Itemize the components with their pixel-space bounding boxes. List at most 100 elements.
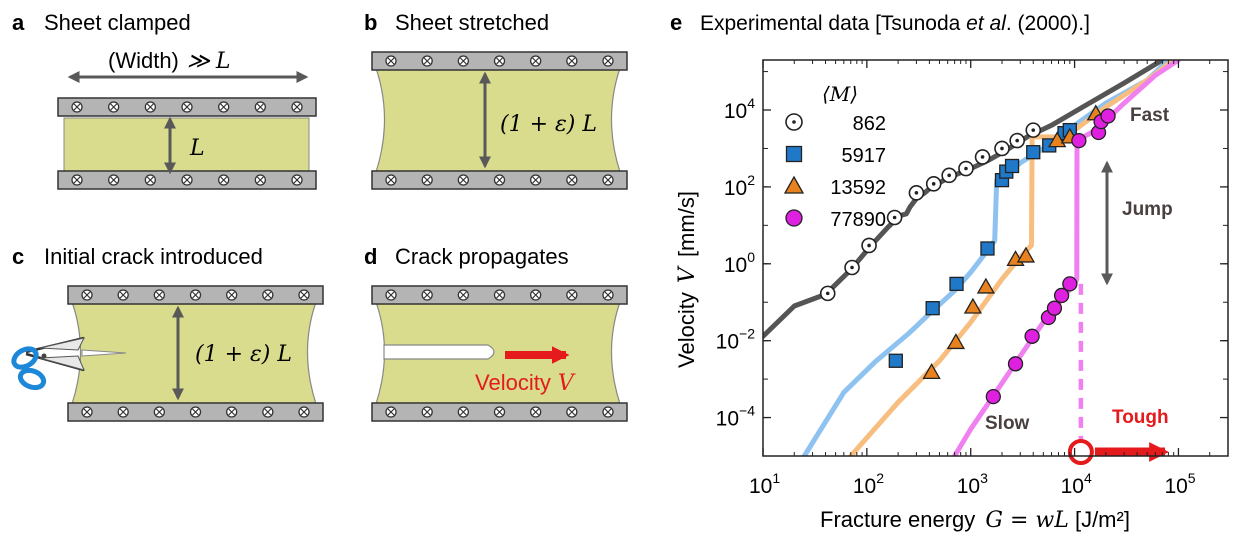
- panel-d: d Crack propagates Velocity V: [364, 244, 628, 422]
- panel-c-title: Initial crack introduced: [44, 244, 263, 269]
- legend: ⟨M⟩ 862 5917 13592 77890: [783, 82, 887, 231]
- y-tick-label: 102: [724, 172, 755, 200]
- bolt-icon: [291, 101, 303, 113]
- bolt-icon: [298, 406, 310, 418]
- bolt-icon: [254, 101, 266, 113]
- data-point-77890: [1071, 132, 1087, 149]
- bolt-icon: [602, 406, 614, 418]
- data-point-5917: [1026, 145, 1041, 160]
- legend-label: 77890: [830, 209, 886, 231]
- data-point-77890: [1053, 287, 1070, 304]
- panel-e: e Experimental data [Tsunoda et al. (200…: [670, 10, 1229, 533]
- bottom-clamp: [57, 170, 317, 190]
- bolt-icon: [385, 174, 397, 186]
- bolt-icon: [530, 174, 542, 186]
- bolt-icon: [530, 406, 542, 418]
- x-tick-label: 105: [1164, 470, 1195, 498]
- bolt-icon: [457, 55, 469, 67]
- bolt-icon: [189, 289, 202, 301]
- stretch-label: (1 + ε) L: [500, 112, 597, 137]
- bolt-icon: [493, 174, 506, 186]
- bolt-icon: [385, 289, 397, 301]
- bolt-icon: [189, 406, 202, 418]
- panel-c: c Initial crack introduced (1 + ε) L: [11, 244, 324, 422]
- legend-label: 5917: [842, 145, 887, 167]
- series-line-13592: [848, 60, 1177, 456]
- propagating-crack: [383, 344, 495, 360]
- bolt-icon: [226, 289, 238, 301]
- panel-a-letter: a: [12, 10, 25, 35]
- data-point-862: [1009, 132, 1025, 149]
- x-tick-label: 103: [957, 470, 988, 498]
- data-point-862: [958, 160, 974, 177]
- bolt-icon: [457, 289, 469, 301]
- bolt-icon: [602, 55, 614, 67]
- bolt-icon: [144, 174, 156, 186]
- bolt-icon: [81, 406, 93, 418]
- panel-d-title: Crack propagates: [395, 244, 569, 269]
- bolt-icon: [566, 55, 578, 67]
- y-tick-label: 10−2: [716, 326, 756, 354]
- jump-annotation: Jump: [1122, 199, 1173, 220]
- data-point-13592: [1016, 246, 1036, 263]
- data-point-13592: [946, 333, 966, 350]
- bolt-icon: [108, 101, 120, 113]
- bolt-icon: [566, 289, 578, 301]
- series-line-5917: [801, 60, 1171, 456]
- x-tick-label: 102: [853, 470, 884, 498]
- bolt-icon: [421, 406, 433, 418]
- plot-frame: [762, 59, 1229, 457]
- x-tick-label: 104: [1061, 470, 1092, 498]
- bolt-icon: [298, 289, 310, 301]
- bolt-icon: [421, 174, 433, 186]
- y-axis-label: Velocity V [mm/s]: [674, 191, 700, 368]
- bolt-icon: [566, 174, 578, 186]
- bolt-icon: [493, 406, 506, 418]
- sheet: [63, 117, 310, 178]
- bolt-icon: [457, 174, 469, 186]
- bolt-icon: [153, 289, 165, 301]
- data-point-5917: [980, 241, 995, 256]
- height-label: L: [189, 136, 205, 161]
- bolt-icon: [421, 55, 433, 67]
- data-point-5917: [1004, 158, 1020, 174]
- tough-annotation: Tough: [1112, 407, 1169, 428]
- y-axis-ticks: 10−4 10−2 100 102 104: [716, 71, 1228, 457]
- bolt-icon: [218, 101, 230, 113]
- legend-entry-13592: 13592: [783, 175, 886, 199]
- data-point-77890: [985, 388, 1001, 405]
- bolt-icon: [291, 174, 303, 186]
- bolt-icon: [181, 174, 193, 186]
- initial-crack: [81, 349, 127, 357]
- data-point-862: [861, 237, 877, 254]
- panel-e-letter: e: [670, 10, 682, 35]
- data-point-5917: [949, 276, 964, 292]
- bolt-icon: [153, 406, 165, 418]
- panel-d-letter: d: [364, 244, 377, 269]
- bolt-icon: [493, 55, 506, 67]
- bolt-icon: [181, 101, 193, 113]
- top-clamp: [371, 51, 628, 71]
- velocity-label: Velocity V: [475, 370, 576, 396]
- slow-annotation: Slow: [985, 413, 1030, 434]
- legend-label: 13592: [830, 177, 886, 199]
- bolt-icon: [602, 174, 614, 186]
- data-point-77890: [1046, 300, 1063, 316]
- y-tick-label: 10−4: [716, 403, 756, 431]
- panel-c-letter: c: [12, 244, 24, 269]
- bottom-clamp: [67, 402, 324, 422]
- x-axis-label: Fracture energy G = wL [J/m²]: [820, 507, 1130, 533]
- panel-a: a Sheet clamped (Width) ≫ L L: [12, 10, 317, 190]
- data-point-13592: [922, 363, 941, 379]
- top-clamp: [67, 285, 324, 305]
- panel-b-letter: b: [364, 10, 377, 35]
- bolt-icon: [262, 289, 274, 301]
- bolt-icon: [144, 101, 156, 113]
- stretch-label: (1 + ε) L: [195, 342, 292, 367]
- plot-points: [819, 104, 1116, 405]
- panel-a-title: Sheet clamped: [44, 10, 191, 35]
- plot-extras: [1067, 283, 1169, 465]
- bottom-clamp: [371, 170, 628, 190]
- bolt-icon: [71, 101, 83, 113]
- data-point-862: [974, 149, 991, 165]
